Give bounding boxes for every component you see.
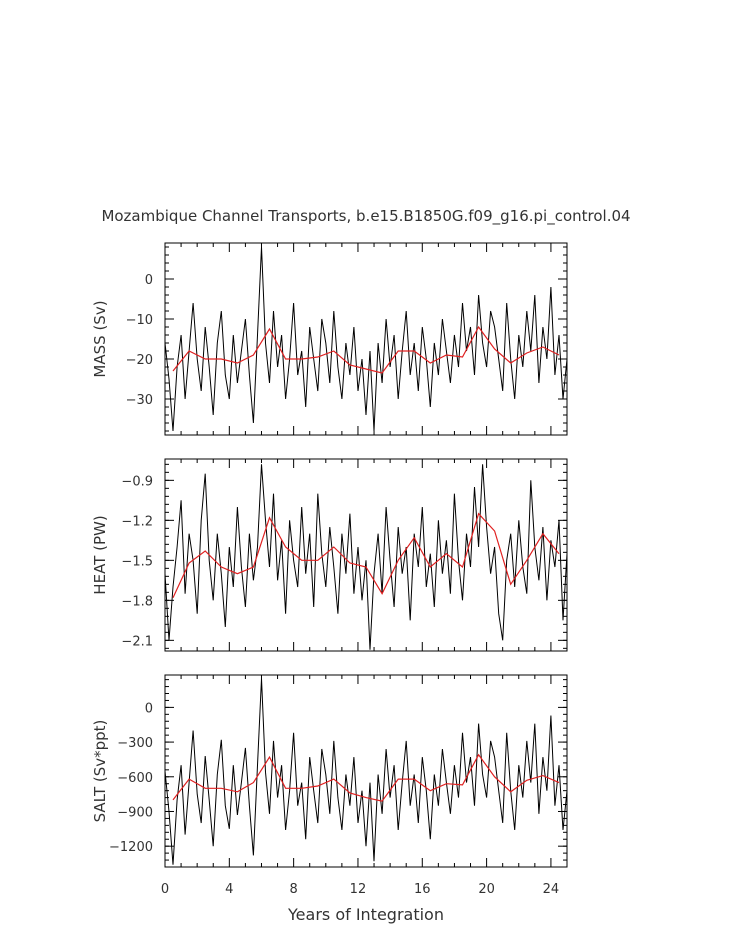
y-tick-label: −900 [117,805,153,820]
x-tick-label: 0 [161,882,169,897]
y-axis-label: SALT (Sv*ppt) [91,720,109,823]
y-tick-label: −1.8 [121,594,153,609]
x-axis-label: Years of Integration [287,905,444,924]
series-annual-line [172,512,560,598]
panel-frame [164,674,568,868]
y-tick-label: −300 [117,736,153,751]
y-tick-label: −2.1 [121,634,153,649]
chart-title: Mozambique Channel Transports, b.e15.B18… [101,207,630,226]
x-tick-label: 20 [478,882,495,897]
y-tick-label: −1200 [109,840,153,855]
panel-1: −0.9 −1.2 −1.5 −1.8 −2.1 HEAT (PW) [91,458,568,652]
y-tick-label: 0 [145,701,153,716]
y-tick-label: −10 [126,313,153,328]
x-tick-label: 12 [350,882,367,897]
y-axis-label: HEAT (PW) [91,515,109,594]
series-annual-line [172,753,560,802]
x-tick-label: 8 [289,882,297,897]
y-axis-label: MASS (Sv) [91,300,109,377]
y-tick-label: −600 [117,771,153,786]
series-annual-line [172,325,560,374]
panel-2: 0 −300 −600 −900 −1200 SALT (Sv*ppt) [91,674,568,868]
series-monthly-line [165,246,567,432]
x-tick-label: 24 [543,882,560,897]
series-monthly-line [165,678,567,865]
series-monthly-line [165,464,567,650]
panel-0: 0 −10 −20 −30 MASS (Sv) [91,242,568,436]
y-tick-label: −1.5 [121,554,153,569]
y-tick-label: −30 [126,393,153,408]
y-tick-label: 0 [145,273,153,288]
y-tick-label: −1.2 [121,514,153,529]
y-tick-label: −20 [126,353,153,368]
y-tick-label: −0.9 [121,474,153,489]
x-tick-label: 16 [414,882,431,897]
panel-frame [164,242,568,436]
x-tick-label: 4 [225,882,233,897]
